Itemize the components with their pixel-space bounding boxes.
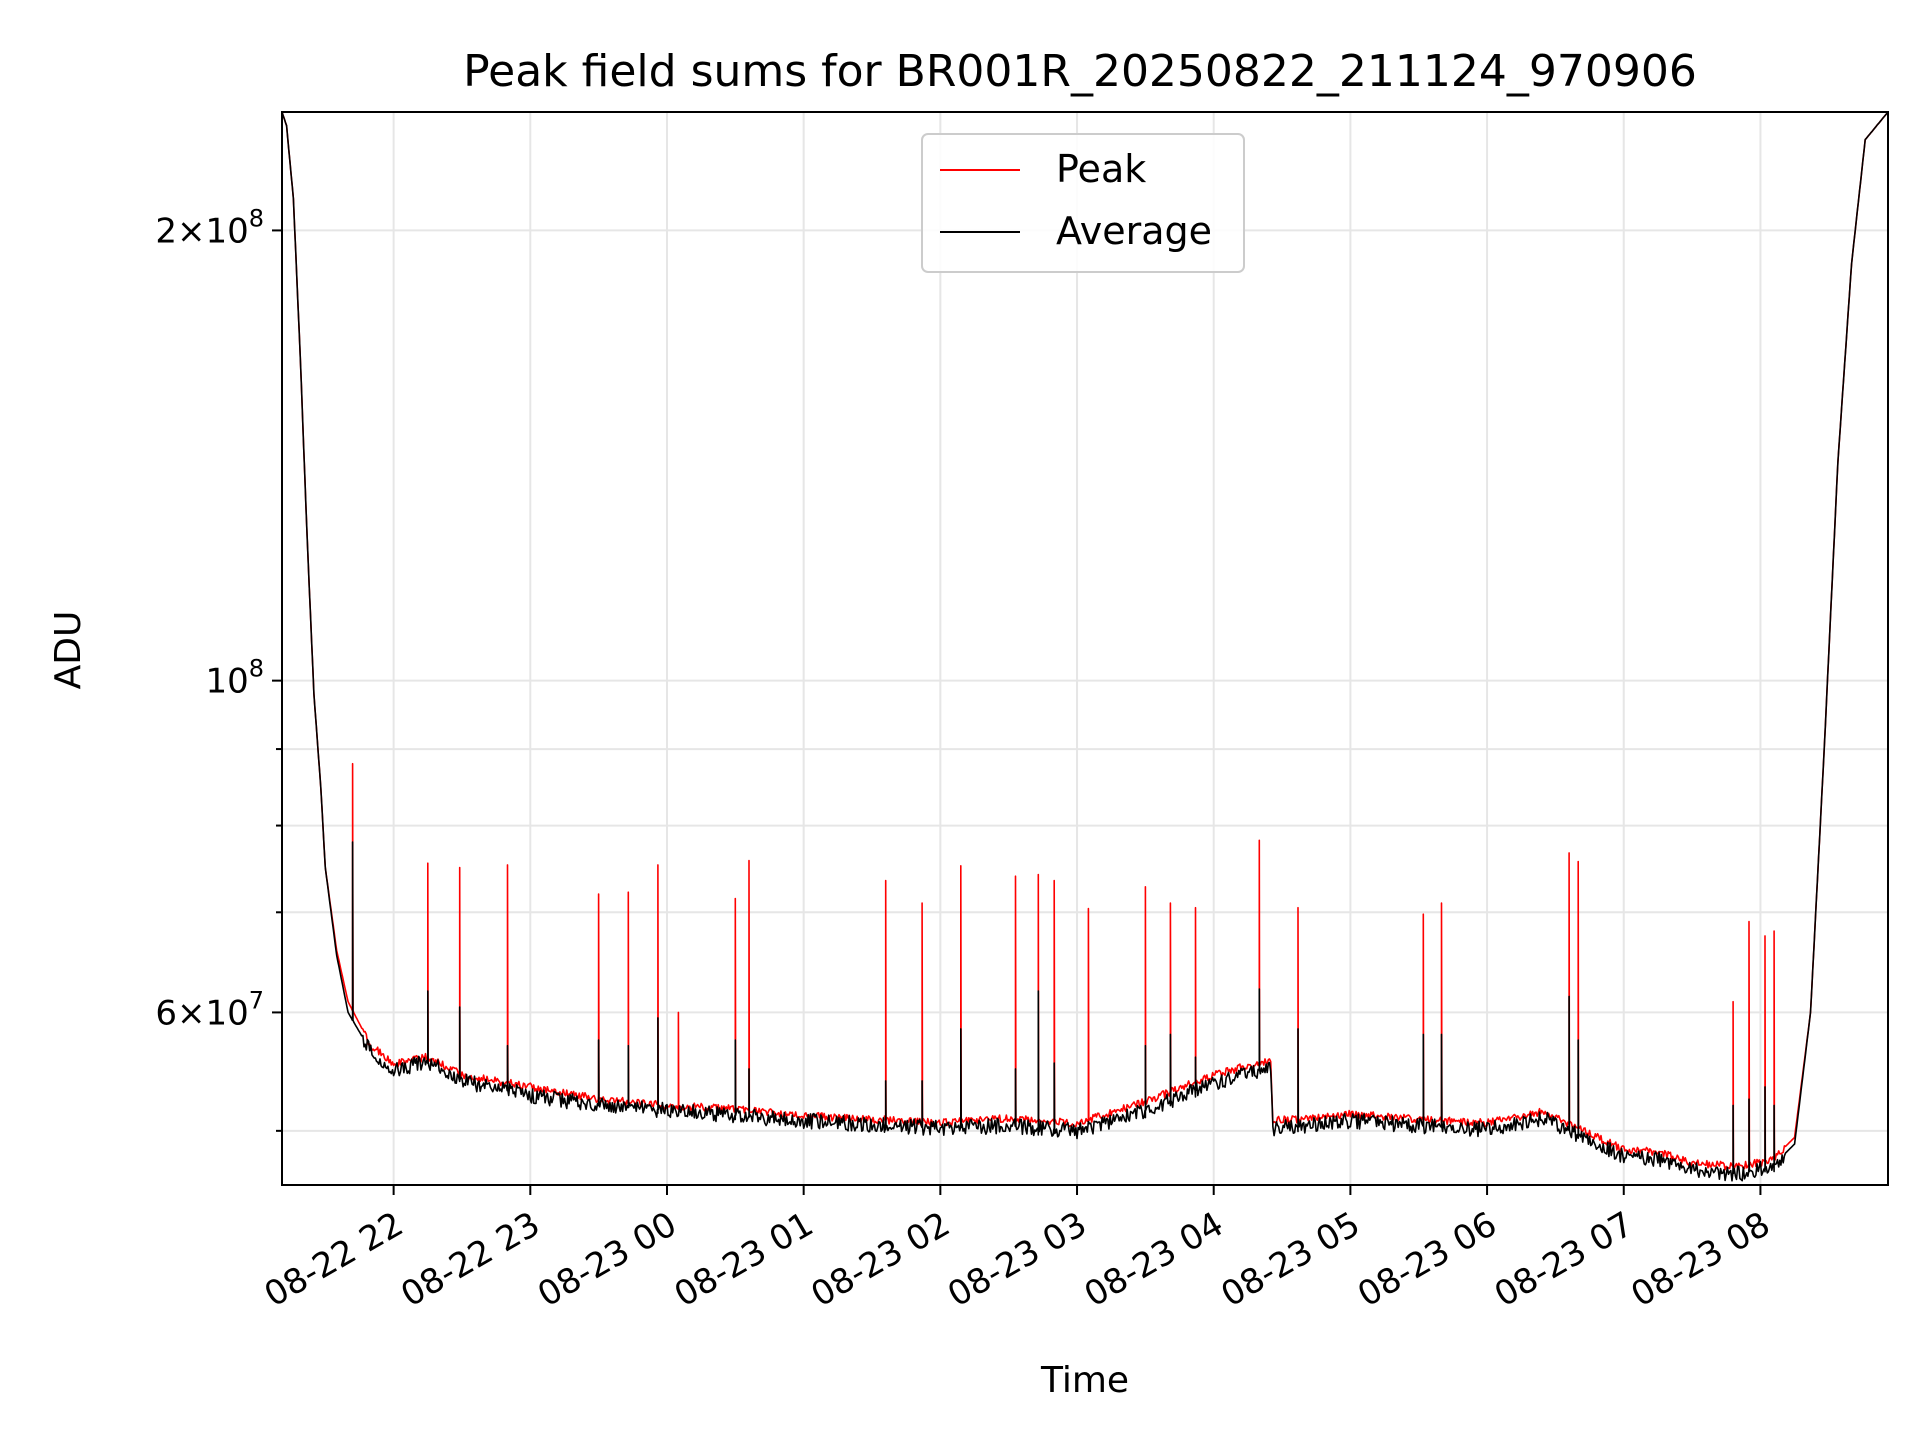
series-line-peak xyxy=(282,112,1888,1171)
y-tick-label: 2×108 xyxy=(155,204,264,251)
y-axis-label: ADU xyxy=(48,611,89,690)
plot-frame xyxy=(281,111,1889,1186)
y-tick-label: 6×107 xyxy=(155,986,264,1033)
series-line-average xyxy=(282,112,1888,1182)
legend-average-label: Average xyxy=(1056,209,1212,253)
legend-box xyxy=(921,133,1245,273)
series-layer xyxy=(282,112,1888,1182)
x-axis-label: Time xyxy=(1040,1360,1129,1401)
legend-peak-label: Peak xyxy=(1056,147,1146,191)
grid xyxy=(282,112,1888,1185)
legend: Peak Average xyxy=(921,133,1245,273)
chart-title: Peak field sums for BR001R_20250822_2111… xyxy=(463,46,1697,97)
